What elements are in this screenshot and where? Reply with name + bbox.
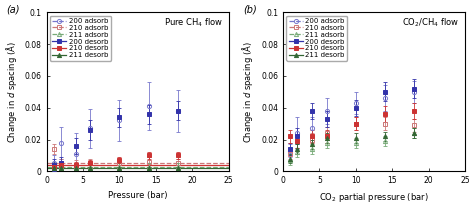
Text: Pure CH$_4$ flow: Pure CH$_4$ flow [164, 17, 223, 30]
Text: (b): (b) [243, 4, 256, 14]
Y-axis label: Change in $d$ spacing (Å): Change in $d$ spacing (Å) [240, 41, 255, 142]
X-axis label: CO$_2$ partial pressure (bar): CO$_2$ partial pressure (bar) [319, 191, 429, 204]
Y-axis label: Change in $d$ spacing (Å): Change in $d$ spacing (Å) [4, 41, 19, 142]
Legend: 200 adsorb, 210 adsorb, 211 adsorb, 200 desorb, 210 desorb, 211 desorb: 200 adsorb, 210 adsorb, 211 adsorb, 200 … [50, 16, 111, 61]
Text: CO$_2$/CH$_4$ flow: CO$_2$/CH$_4$ flow [402, 17, 460, 30]
Text: (a): (a) [7, 4, 20, 14]
X-axis label: Pressure (bar): Pressure (bar) [108, 191, 167, 200]
Legend: 200 adsorb, 210 adsorb, 211 adsorb, 200 desorb, 210 desorb, 211 desorb: 200 adsorb, 210 adsorb, 211 adsorb, 200 … [286, 16, 347, 61]
